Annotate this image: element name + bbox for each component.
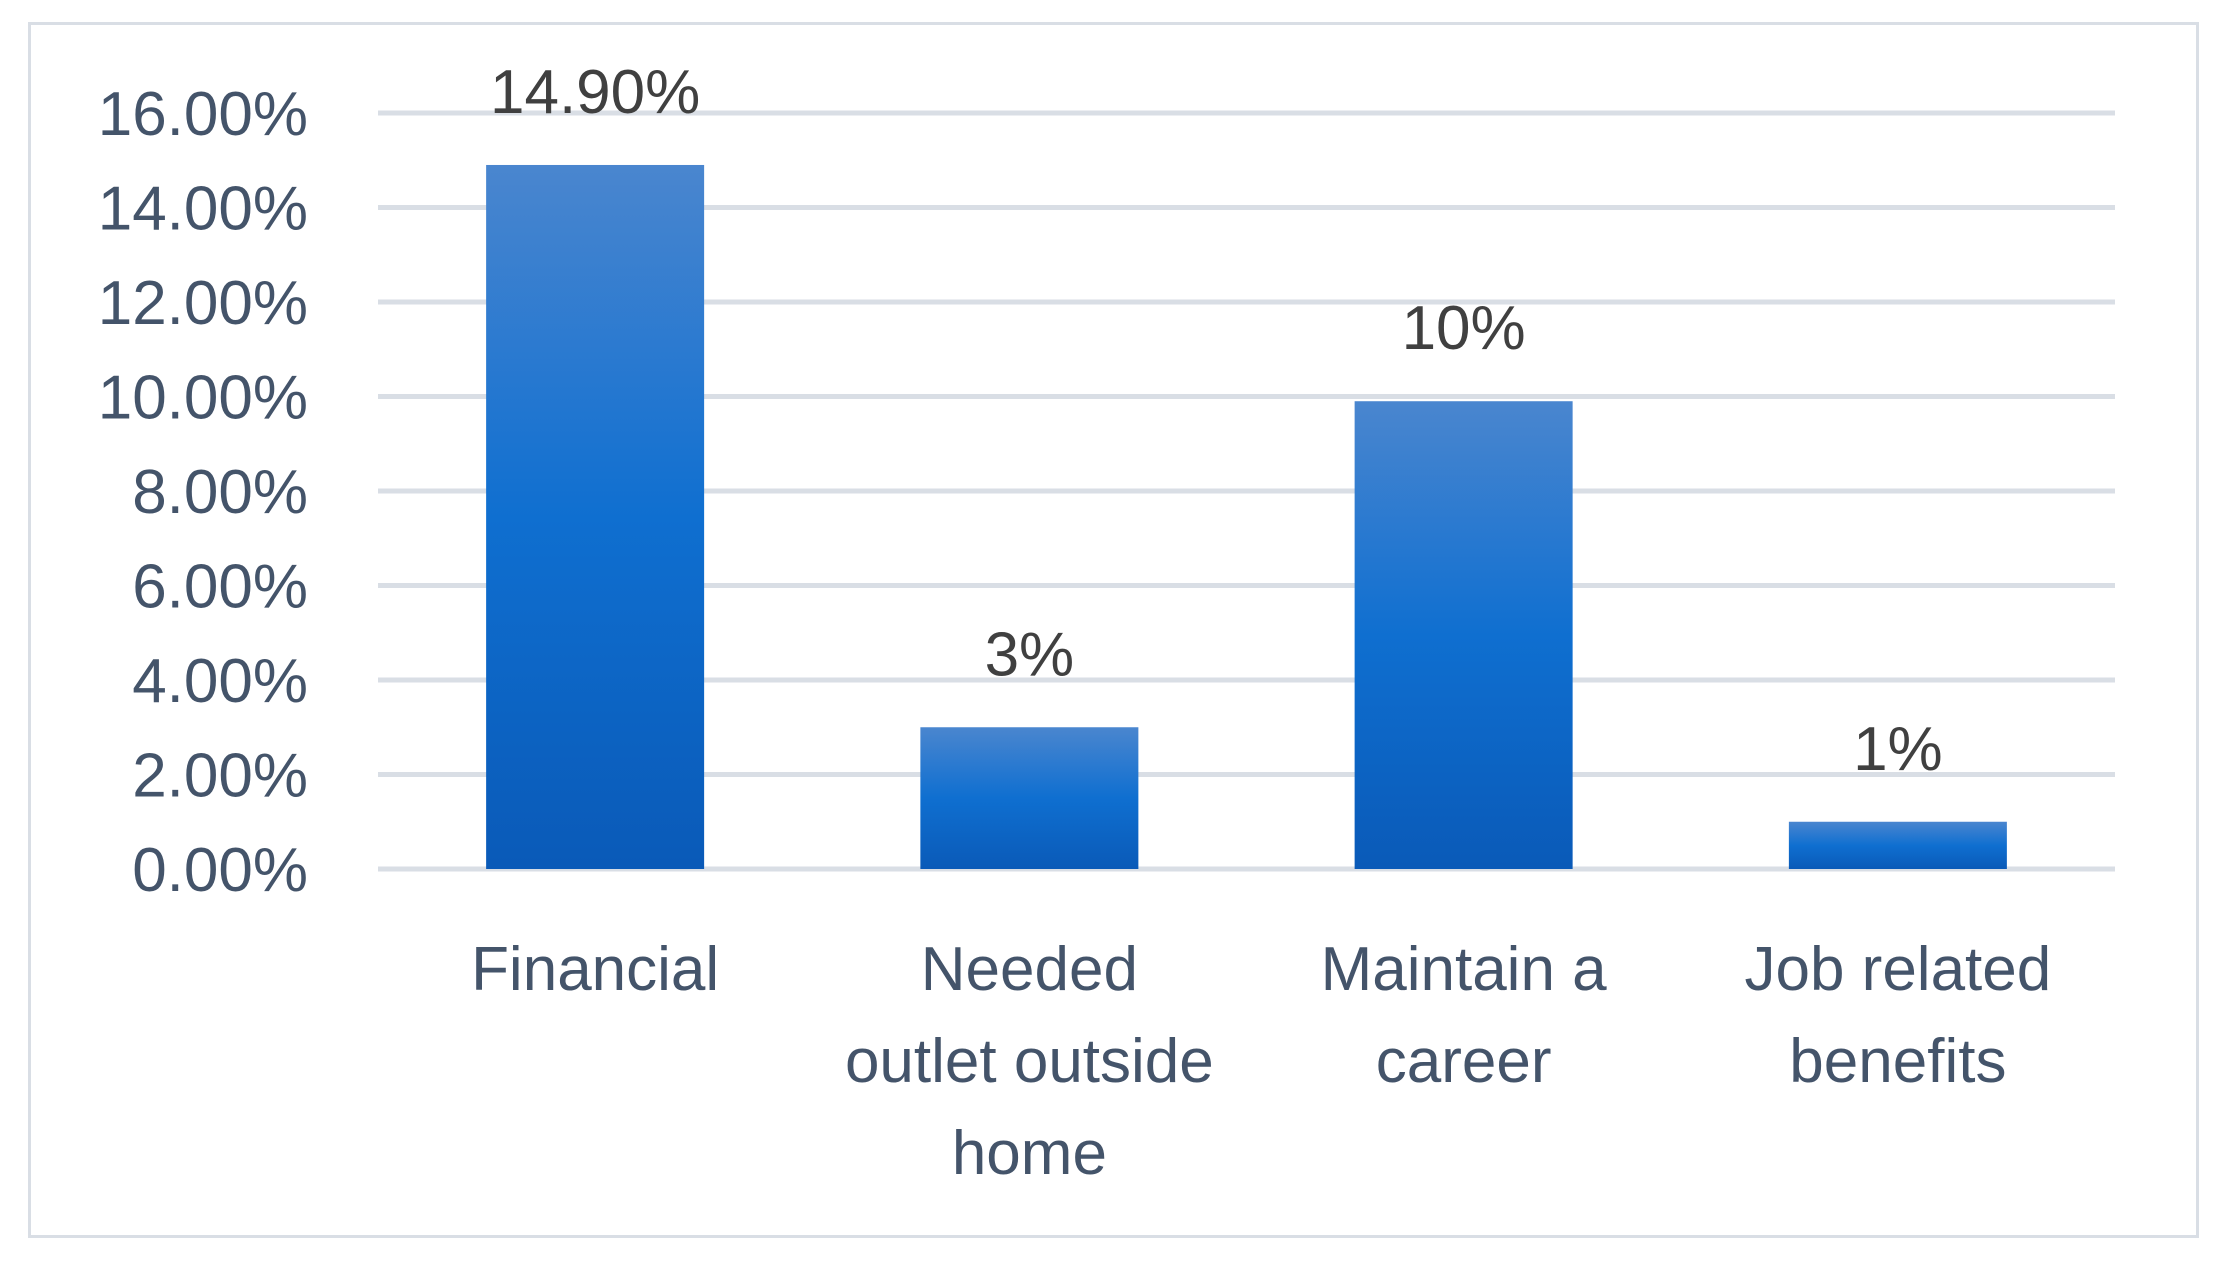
y-tick-label: 4.00%: [132, 647, 308, 716]
category-label: Job related benefits: [1744, 935, 2051, 1096]
category-label: Financial: [471, 935, 719, 1004]
category-label: Needed outlet outside home: [845, 935, 1214, 1188]
data-label: 3%: [985, 620, 1075, 689]
category-label: Maintain a career: [1321, 935, 1608, 1096]
bar: [1354, 401, 1573, 869]
y-tick-label: 2.00%: [132, 742, 308, 811]
data-label: 10%: [1402, 294, 1526, 363]
y-tick-label: 0.00%: [132, 836, 308, 905]
category-labels: Financial Needed outlet outside home Maintai…: [471, 935, 2051, 1188]
bars: [486, 164, 2007, 870]
y-tick-label: 6.00%: [132, 553, 308, 622]
data-labels: 14.90% 3% 10% 1%: [490, 58, 1943, 784]
bar: [1788, 821, 2007, 869]
data-label: 14.90%: [490, 58, 700, 127]
y-axis-tick-labels: 0.00% 2.00% 4.00% 6.00% 8.00% 10.00% 12.00% 14.…: [98, 80, 308, 905]
y-tick-label: 8.00%: [132, 458, 308, 527]
chart-frame: [28, 22, 2199, 1238]
y-tick-label: 16.00%: [98, 80, 308, 149]
y-tick-label: 10.00%: [98, 364, 308, 433]
y-tick-label: 14.00%: [98, 175, 308, 244]
y-tick-label: 12.00%: [98, 269, 308, 338]
data-label: 1%: [1853, 715, 1943, 784]
bar: [920, 727, 1139, 869]
bar: [486, 164, 705, 870]
